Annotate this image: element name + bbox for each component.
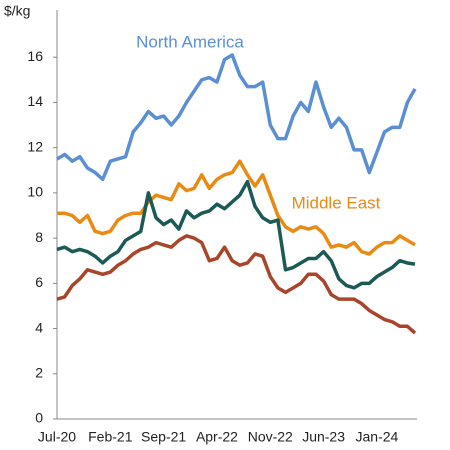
x-tick-label: Nov-22 (248, 429, 293, 445)
x-tick-label: Apr-22 (196, 429, 238, 445)
y-axis-label: $/kg (4, 3, 30, 19)
x-tick-label: Jul-20 (38, 429, 76, 445)
series-label: Middle East (292, 193, 381, 212)
series-line (56, 179, 416, 290)
x-tick-label: Jun-23 (302, 429, 345, 445)
y-tick-label: 4 (35, 319, 43, 335)
x-tick-label: Jan-24 (356, 429, 399, 445)
y-tick-label: 14 (27, 93, 43, 109)
x-tick-label: Sep-21 (141, 429, 186, 445)
y-tick-label: 2 (35, 364, 43, 380)
y-tick-label: 16 (27, 48, 43, 64)
x-tick-label: Feb-21 (88, 429, 133, 445)
y-tick-label: 10 (27, 184, 43, 200)
y-tick-label: 8 (35, 229, 43, 245)
y-tick-label: 0 (35, 410, 43, 426)
series-label: North America (136, 32, 244, 51)
y-tick-label: 6 (35, 274, 43, 290)
y-tick-label: 12 (27, 138, 43, 154)
series-line (57, 159, 416, 256)
series-line (56, 234, 417, 335)
series-line (56, 53, 417, 182)
